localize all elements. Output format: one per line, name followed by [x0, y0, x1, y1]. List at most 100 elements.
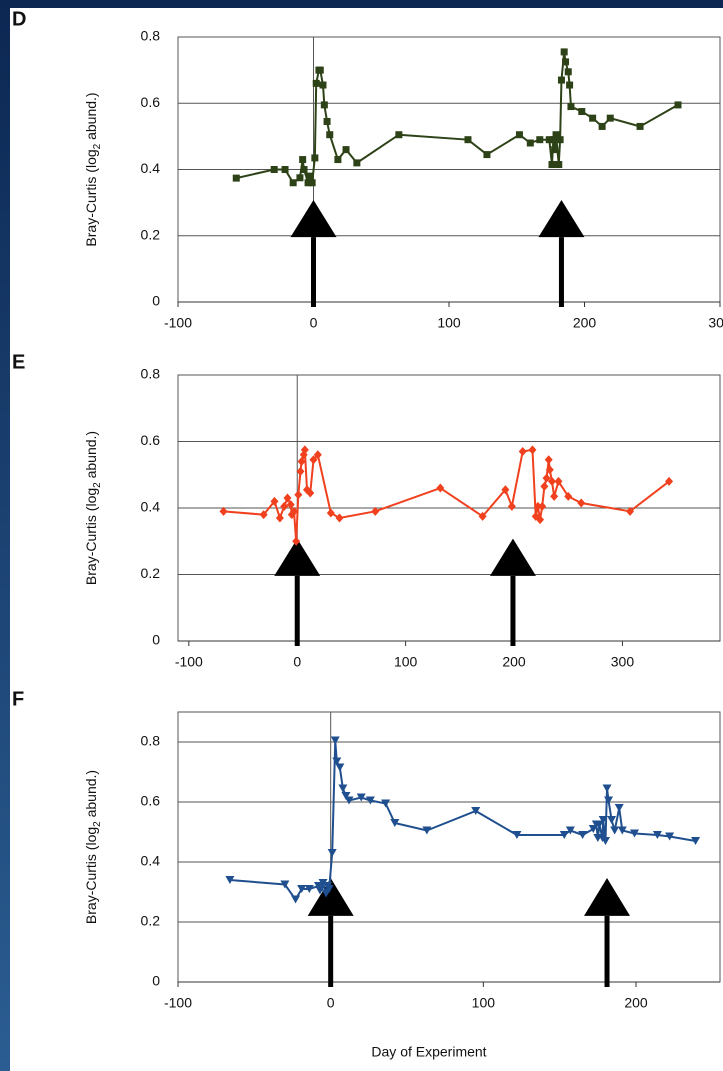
data-point: [544, 455, 553, 465]
data-point: [304, 885, 314, 893]
data-point: [300, 166, 308, 173]
data-point: [281, 166, 289, 173]
data-point: [319, 81, 327, 89]
x-tick-label: 0: [327, 995, 335, 1011]
data-point: [555, 161, 563, 169]
data-point: [617, 826, 627, 835]
x-axis-label: Day of Experiment: [371, 1044, 486, 1060]
y-axis-label: Bray-Curtis (log2 abund.): [83, 770, 103, 924]
y-axis-label-part: Bray-Curtis (log: [83, 488, 99, 585]
data-point: [315, 886, 325, 895]
y-tick-label: 0.2: [141, 565, 161, 581]
data-point: [422, 826, 432, 835]
data-point: [395, 131, 403, 139]
data-point: [564, 68, 572, 76]
data-point: [292, 536, 301, 546]
data-point: [324, 885, 334, 893]
x-tick-label: 0: [293, 654, 301, 670]
y-tick-label: 0.8: [141, 28, 161, 44]
data-point: [478, 511, 487, 521]
data-point: [299, 156, 307, 164]
data-point: [306, 488, 315, 498]
data-point: [335, 763, 345, 772]
data-point: [291, 895, 301, 904]
data-point: [560, 48, 568, 56]
data-point: [356, 793, 366, 802]
y-tick-label: 0.6: [141, 432, 161, 448]
data-point: [547, 476, 556, 486]
data-point: [606, 114, 614, 122]
y-tick-label: 0.4: [141, 853, 161, 869]
data-point: [365, 796, 375, 805]
data-point: [289, 179, 297, 187]
x-tick-label: -100: [175, 654, 203, 670]
data-point: [313, 882, 323, 890]
y-tick-label: 0: [152, 632, 160, 648]
y-axis-label-part: 2: [92, 821, 103, 827]
arrow-head: [584, 878, 631, 916]
data-point: [556, 136, 564, 144]
data-point: [594, 820, 604, 829]
data-point: [318, 879, 328, 887]
y-axis-label-part: Bray-Curtis (log: [83, 827, 99, 924]
data-point: [332, 757, 342, 766]
y-axis-label-part: abund.): [83, 770, 99, 821]
data-point: [305, 172, 313, 180]
data-point: [552, 131, 560, 139]
y-tick-label: 0.4: [141, 499, 161, 515]
data-point: [219, 506, 228, 516]
y-axis-label-part: 2: [92, 143, 103, 149]
arrow-head: [290, 199, 337, 238]
data-point: [614, 804, 624, 812]
data-point: [636, 122, 644, 130]
data-point: [562, 58, 570, 66]
panel-label: F: [12, 688, 24, 710]
arrow-head: [538, 199, 585, 238]
x-tick-label: 100: [437, 315, 461, 331]
y-axis-label-part: abund.): [83, 431, 99, 482]
data-point: [283, 493, 292, 503]
data-point: [578, 831, 588, 839]
data-point: [436, 483, 445, 493]
data-point: [538, 501, 547, 511]
data-point: [232, 174, 240, 182]
x-tick-label: 100: [472, 995, 496, 1011]
data-point: [533, 501, 542, 511]
data-point: [381, 799, 391, 808]
x-tick-label: 200: [502, 654, 526, 670]
y-tick-label: 0.2: [141, 913, 161, 929]
data-point: [665, 476, 674, 486]
y-axis-label-part: abund.): [83, 92, 99, 143]
data-point: [598, 816, 608, 824]
data-point: [550, 491, 559, 501]
data-point: [300, 445, 309, 455]
data-point: [308, 179, 316, 187]
data-point: [326, 508, 335, 518]
data-point: [515, 131, 523, 139]
data-point: [309, 455, 318, 465]
data-point: [626, 506, 635, 516]
data-point: [334, 156, 342, 164]
data-point: [270, 496, 279, 506]
data-point: [501, 485, 510, 495]
data-point: [528, 445, 537, 455]
y-tick-label: 0: [152, 293, 160, 309]
data-point: [471, 807, 481, 815]
data-point: [551, 146, 559, 154]
data-point: [554, 476, 563, 486]
y-axis-label: Bray-Curtis (log2 abund.): [83, 431, 103, 585]
data-point: [341, 792, 351, 800]
data-point: [390, 819, 400, 827]
data-point: [577, 498, 586, 508]
x-tick-label: 300: [708, 315, 723, 331]
data-point: [630, 829, 640, 838]
y-tick-label: 0.4: [141, 160, 161, 176]
panel-label: D: [12, 8, 26, 30]
y-axis-label-part: 2: [92, 482, 103, 488]
y-axis-label: Bray-Curtis (log2 abund.): [83, 92, 103, 246]
data-point: [548, 161, 556, 169]
x-tick-label: 200: [624, 995, 648, 1011]
data-point: [297, 885, 307, 893]
